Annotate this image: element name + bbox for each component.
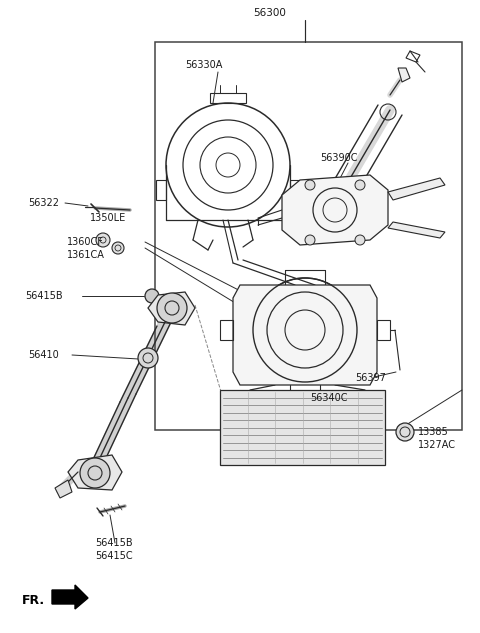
Polygon shape	[55, 480, 72, 498]
Text: 56322: 56322	[28, 198, 59, 208]
Bar	[220, 390, 385, 465]
Text: 56300: 56300	[253, 8, 287, 18]
Polygon shape	[388, 178, 445, 200]
Circle shape	[305, 235, 315, 245]
Text: 56410: 56410	[28, 350, 59, 360]
Text: 56415C: 56415C	[95, 551, 132, 561]
Circle shape	[396, 423, 414, 441]
Text: 56415B: 56415B	[25, 291, 62, 301]
Text: 1327AC: 1327AC	[418, 440, 456, 450]
Text: 56415B: 56415B	[95, 538, 132, 548]
Text: 56340C: 56340C	[310, 393, 348, 403]
Circle shape	[112, 242, 124, 254]
Text: 56397: 56397	[355, 373, 386, 383]
Text: 1360CF: 1360CF	[67, 237, 104, 247]
Polygon shape	[148, 292, 195, 325]
Text: 56390C: 56390C	[320, 153, 358, 163]
Polygon shape	[52, 585, 88, 609]
Text: 1361CA: 1361CA	[67, 250, 105, 260]
Circle shape	[80, 458, 110, 488]
Text: FR.: FR.	[22, 594, 45, 606]
Polygon shape	[233, 285, 377, 385]
Text: 1350LE: 1350LE	[90, 213, 126, 223]
Circle shape	[138, 348, 158, 368]
Polygon shape	[282, 175, 388, 245]
Polygon shape	[68, 455, 122, 490]
Circle shape	[96, 233, 110, 247]
Circle shape	[355, 235, 365, 245]
Text: 56330A: 56330A	[185, 60, 222, 70]
Polygon shape	[388, 222, 445, 238]
Bar	[155, 42, 462, 430]
Polygon shape	[398, 68, 410, 82]
Circle shape	[355, 180, 365, 190]
Circle shape	[305, 180, 315, 190]
Circle shape	[145, 289, 159, 303]
Text: 13385: 13385	[418, 427, 449, 437]
Circle shape	[157, 293, 187, 323]
